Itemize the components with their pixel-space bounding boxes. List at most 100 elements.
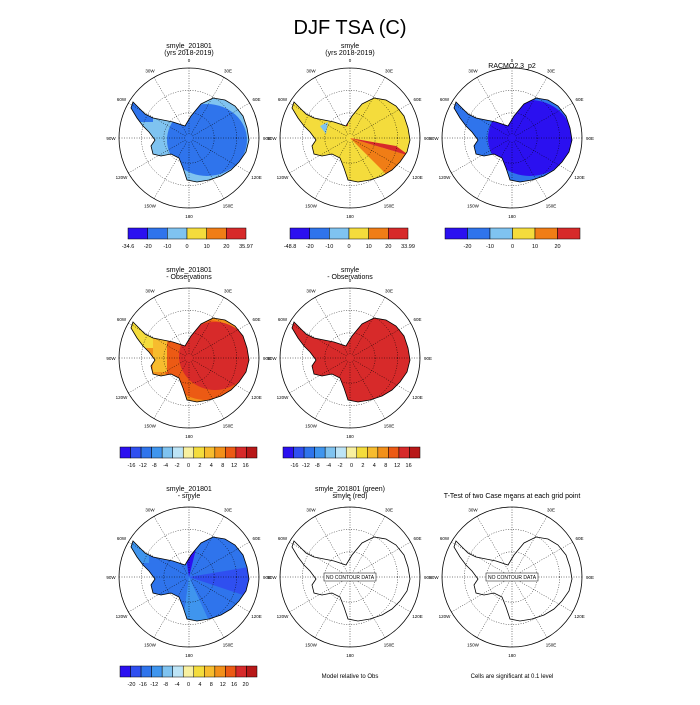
colorbar-label: 16	[231, 682, 237, 688]
longitude-label: 0	[188, 278, 191, 283]
longitude-label: 60E	[576, 97, 584, 102]
meridian-line	[289, 359, 347, 394]
longitude-label: 150E	[384, 204, 395, 209]
longitude-label: 90E	[263, 575, 271, 580]
meridian-line	[128, 359, 186, 394]
meridian-line	[351, 580, 386, 638]
colorbar-label: -8	[152, 463, 157, 469]
longitude-label: 120E	[412, 614, 423, 619]
longitude-label: 120W	[277, 395, 290, 400]
colorbar-label: 12	[231, 463, 237, 469]
colorbar-swatch	[282, 446, 294, 459]
colorbar-swatch	[127, 227, 148, 240]
longitude-label: 60W	[117, 317, 127, 322]
colorbar-swatch	[161, 665, 173, 678]
meridian-line	[351, 516, 386, 574]
colorbar-swatch	[235, 665, 247, 678]
longitude-label: 60W	[278, 317, 288, 322]
longitude-label: 30W	[468, 68, 478, 73]
latitude-circle	[464, 529, 560, 625]
colorbar-label: 0	[511, 244, 514, 250]
longitude-label: 90W	[429, 136, 439, 141]
map-border	[279, 506, 421, 648]
colorbar-swatch	[368, 227, 389, 240]
longitude-label: 150E	[546, 643, 557, 648]
colorbar-swatch	[151, 446, 163, 459]
meridian-line	[128, 322, 186, 357]
colorbar-label: -2	[175, 463, 180, 469]
panel-title: smyle_201801	[166, 43, 212, 50]
longitude-label: 60E	[414, 97, 422, 102]
meridian-line	[192, 541, 250, 576]
colorbar-swatch	[182, 446, 195, 459]
colorbar-label: 8	[221, 463, 224, 469]
longitude-label: 30E	[224, 68, 232, 73]
colorbar-label: 20	[554, 244, 560, 250]
colorbar-swatch	[335, 446, 347, 459]
colorbar: -20 -10 0 10 20	[444, 227, 581, 250]
figure-title: DJF TSA (C)	[294, 17, 407, 39]
colorbar-label: 0	[350, 463, 353, 469]
longitude-label: 150W	[144, 204, 157, 209]
region-sector-b	[183, 577, 209, 621]
panel-subtitle: - smyle	[178, 493, 201, 500]
longitude-label: 180	[185, 214, 193, 219]
meridian-line	[314, 580, 349, 638]
colorbar-swatch	[130, 446, 142, 459]
map-border	[118, 67, 260, 209]
colorbar-label: 20	[385, 244, 391, 250]
colorbar-label: 12	[394, 463, 400, 469]
longitude-label: 60E	[253, 536, 261, 541]
longitude-label: 0	[349, 58, 352, 63]
panel-7: smyle_201801 (green)smyle (red) 30W 0 30E 60…	[267, 486, 432, 680]
longitude-label: 90W	[106, 575, 116, 580]
colorbar-label: -10	[163, 244, 171, 250]
colorbar-label: -20	[127, 682, 135, 688]
colorbar-label: -16	[290, 463, 298, 469]
longitude-label: 60E	[576, 536, 584, 541]
longitude-label: 60W	[440, 536, 450, 541]
meridian-line	[192, 102, 250, 137]
meridian-line	[515, 139, 573, 174]
meridian-line	[128, 139, 186, 174]
longitude-label: 30E	[547, 507, 555, 512]
latitude-circle	[464, 90, 560, 186]
colorbar-label: 33.99	[401, 244, 415, 250]
meridian-line	[353, 541, 411, 576]
longitude-label: 30E	[547, 68, 555, 73]
colorbar-label: -16	[127, 463, 135, 469]
longitude-label: 90W	[106, 136, 116, 141]
latitude-circle	[141, 529, 237, 625]
longitude-label: 0	[511, 58, 514, 63]
longitude-label: 150E	[384, 643, 395, 648]
colorbar: -20 -16 -12 -8 -4 0 4 8 12 16 20	[119, 665, 258, 688]
colorbar-swatch	[167, 227, 188, 240]
colorbar-swatch	[130, 665, 142, 678]
region-sector-east-core	[350, 138, 410, 156]
longitude-label: 90E	[263, 136, 271, 141]
colorbar-swatch	[309, 227, 330, 240]
colorbar-swatch	[140, 446, 152, 459]
colorbar-swatch	[225, 446, 237, 459]
panel-caption: Model relative to Obs	[322, 674, 379, 680]
longitude-label: 180	[346, 653, 354, 658]
longitude-label: 90E	[586, 136, 594, 141]
colorbar-swatch	[235, 446, 247, 459]
meridian-line	[190, 77, 225, 135]
meridian-line	[515, 578, 573, 613]
panel-subtitle: (yrs 2018-2019)	[164, 50, 213, 57]
colorbar-swatch	[151, 665, 163, 678]
meridian-line	[515, 102, 573, 137]
latitude-circle	[302, 310, 398, 406]
colorbar-swatch	[119, 446, 131, 459]
longitude-label: 90E	[424, 356, 432, 361]
annotation-box	[485, 572, 539, 582]
colorbar-label: -4	[163, 463, 168, 469]
colorbar-swatch	[193, 446, 205, 459]
longitude-label: 0	[349, 497, 352, 502]
panel-6: smyle_201801- smyle 30W 0 30E 60W 60E 90W 90E 12…	[106, 486, 271, 688]
longitude-label: 120E	[574, 614, 585, 619]
panel-8: T-Test of two Case means at each grid po…	[429, 493, 594, 680]
colorbar-label: -2	[338, 463, 343, 469]
colorbar-swatch	[225, 665, 237, 678]
